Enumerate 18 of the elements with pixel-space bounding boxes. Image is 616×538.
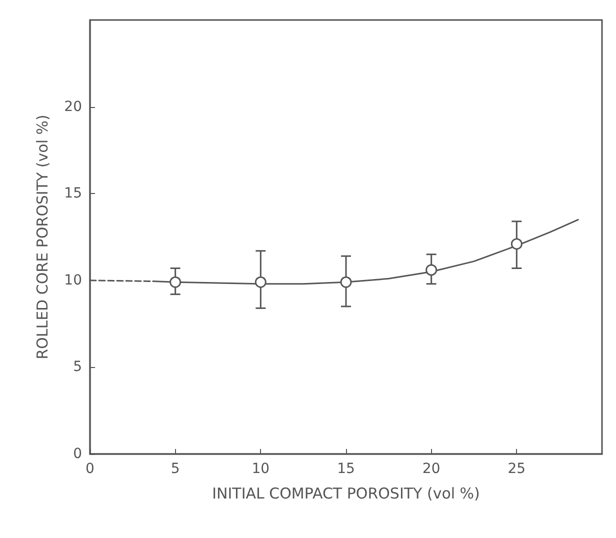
x-axis-title: INITIAL COMPACT POROSITY (vol %) [212,484,480,502]
y-tick-label: 5 [73,359,82,376]
y-tick-label: 15 [64,186,82,202]
x-tick-label: 5 [170,461,180,477]
point [426,264,438,276]
x-tick-label: 10 [252,461,270,477]
point [340,276,352,288]
x-tick-label: 0 [86,461,94,477]
x-tick-label: 25 [508,461,526,477]
point [254,276,266,288]
point [170,276,182,288]
y-tick-label: 10 [64,272,82,288]
y-axis-title: ROLLED CORE POROSITY (vol %) [34,114,52,360]
y-tick-label: 0 [73,446,82,462]
y-tick-label: 20 [64,98,82,115]
x-tick-label: 20 [422,461,440,477]
point [510,238,522,250]
x-tick-label: 15 [337,461,355,477]
